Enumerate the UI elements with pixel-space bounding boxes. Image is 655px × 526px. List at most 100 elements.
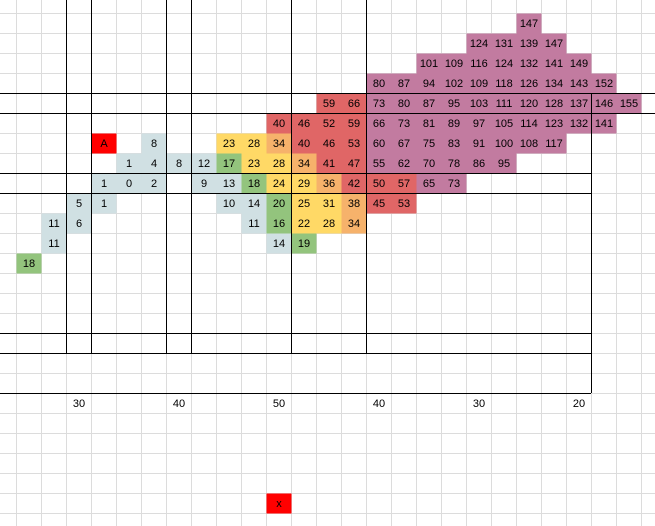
cell-fill [141,153,167,174]
cell-fill [191,153,217,174]
cell-fill [266,233,292,254]
cell-text: 97 [473,118,485,130]
cell-fill [441,53,467,74]
cell-text: 131 [495,38,513,50]
cell-fill [291,113,317,134]
cell-fill [316,93,342,114]
cell-text: 91 [473,138,485,150]
cell-fill [541,113,567,134]
cell-fill [516,73,542,94]
cell-text: 19 [298,238,310,250]
cell-fill [266,213,292,234]
cell-text: 40 [298,138,310,150]
cell-fill [491,153,517,174]
cell-text: A [100,138,108,150]
cell-text: 62 [398,158,410,170]
cell-fill [241,193,267,214]
cell-fill [291,173,317,194]
cell-text: 16 [273,218,285,230]
cell-text: 23 [223,138,235,150]
cell-fill [541,53,567,74]
cell-fill [91,193,117,214]
cell-text: 31 [323,198,335,210]
cell-text: 11 [248,218,259,230]
cell-fill [441,73,467,94]
cell-fill [591,113,617,134]
cell-text: 57 [398,178,410,190]
cell-fill [366,193,392,214]
cell-fill [541,133,567,154]
cell-text: 75 [423,138,435,150]
cell-text: 24 [273,178,285,190]
cell-fill [441,93,467,114]
cell-text: 95 [448,98,460,110]
cell-fill [391,133,417,154]
cell-text: 147 [520,18,538,30]
cell-fill [266,113,292,134]
cell-text: 114 [520,118,538,130]
cell-text: 1 [126,158,132,170]
cell-fill [66,193,92,214]
cell-fill [291,233,317,254]
cell-text: 118 [495,78,513,90]
cell-fill [266,193,292,214]
cell-text: 46 [323,138,335,150]
cell-text: 28 [273,158,285,170]
cell-fill [41,213,67,234]
cell-fill [341,193,367,214]
cell-text: 38 [348,198,360,210]
cell-text: 4 [151,158,157,170]
cell-text: 65 [423,178,435,190]
cell-fill [266,493,292,514]
cell-text: 0 [126,178,132,190]
cell-fill [566,113,592,134]
cell-text: 155 [620,98,638,110]
cell-fill [41,233,67,254]
cell-fill [216,193,242,214]
cell-text: 80 [398,98,410,110]
cell-text: 111 [496,98,513,110]
cell-text: 23 [248,158,260,170]
cell-fill [366,73,392,94]
cell-text: 143 [570,78,588,90]
cell-text: 34 [298,158,310,170]
cell-text: 83 [448,138,460,150]
cell-fill [566,53,592,74]
cell-fill [91,133,117,154]
cell-text: 105 [495,118,513,130]
cell-fill [341,153,367,174]
cell-fill [516,133,542,154]
cell-text: 147 [545,38,563,50]
cell-text: x [276,498,282,510]
cell-fill [366,173,392,194]
cell-fill [316,173,342,194]
cell-fill [166,153,192,174]
cell-fill [391,173,417,194]
cell-text: 73 [398,118,410,130]
cell-text: 94 [423,78,435,90]
cell-text: 137 [570,98,588,110]
cell-text: 52 [323,118,335,130]
cell-text: 18 [23,258,35,270]
cell-fill [416,173,442,194]
cell-fill [591,73,617,94]
cell-text: 109 [445,58,463,70]
cell-text: 103 [470,98,488,110]
cell-fill [266,173,292,194]
cell-fill [16,253,42,274]
cell-fill [491,93,517,114]
cell-fill [441,113,467,134]
cell-text: 1 [101,198,107,210]
cell-text: 66 [373,118,385,130]
cell-fill [566,73,592,94]
cell-fill [416,93,442,114]
cell-fill [366,93,392,114]
cell-text: 25 [298,198,310,210]
cell-fill [116,173,142,194]
cell-fill [491,33,517,54]
cell-fill [466,53,492,74]
cell-fill [241,173,267,194]
cell-text: 132 [520,58,538,70]
cell-fill [391,193,417,214]
cell-fill [366,113,392,134]
